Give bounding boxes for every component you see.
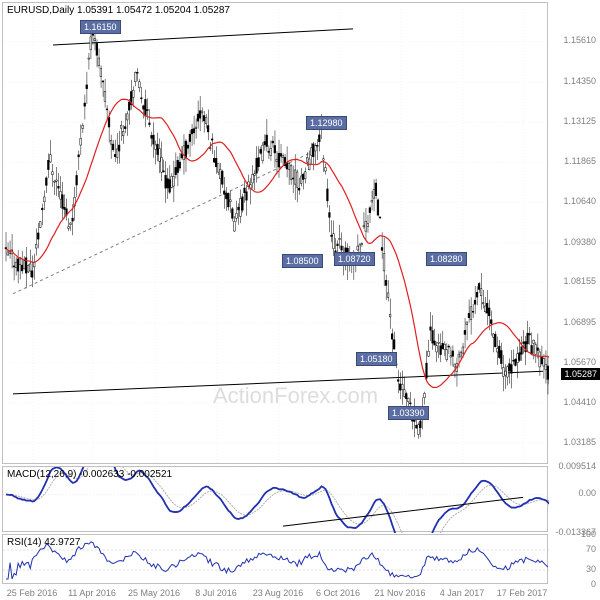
macd-y-tick: 0.00: [578, 488, 596, 498]
x-tick-label: 11 Apr 2016: [68, 588, 116, 598]
y-tick-label: 1.15610: [563, 35, 596, 45]
y-tick-label: 1.13125: [563, 116, 596, 126]
x-tick-label: 21 Nov 2016: [374, 588, 425, 598]
price-callout: 1.03390: [388, 406, 429, 420]
symbol-label: EURUSD,Daily: [7, 5, 74, 16]
macd-panel: MACD(12,26,9) -0.002633 -0.002521: [2, 466, 548, 532]
y-tick-label: 1.04410: [563, 397, 596, 407]
y-tick-label: 1.06895: [563, 317, 596, 327]
macd-y-tick: 0.009514: [558, 461, 596, 471]
y-tick-label: 1.10640: [563, 196, 596, 206]
x-tick-label: 23 Aug 2016: [253, 588, 304, 598]
y-tick-label: 1.08155: [563, 276, 596, 286]
ohlc-label: 1.05391 1.05472 1.05204 1.05287: [77, 5, 230, 16]
x-tick-label: 8 Jul 2016: [195, 588, 237, 598]
rsi-label: RSI(14) 42.9727: [7, 537, 80, 548]
macd-label: MACD(12,26,9) -0.002633 -0.002521: [7, 469, 172, 480]
price-svg: [3, 3, 549, 465]
price-callout: 1.16150: [80, 20, 121, 34]
x-tick-label: 17 Feb 2017: [497, 588, 548, 598]
rsi-y-tick: 30: [586, 564, 596, 574]
price-callout: 1.05180: [356, 352, 397, 366]
main-price-chart: EURUSD,Daily 1.05391 1.05472 1.05204 1.0…: [2, 2, 548, 464]
price-callout: 1.08280: [426, 252, 467, 266]
price-callout: 1.08500: [282, 254, 323, 268]
x-tick-label: 25 Feb 2016: [7, 588, 58, 598]
rsi-y-tick: 100: [581, 529, 596, 539]
price-callout: 1.08720: [334, 252, 375, 266]
chart-title: EURUSD,Daily 1.05391 1.05472 1.05204 1.0…: [7, 5, 230, 16]
rsi-svg: [3, 535, 549, 585]
x-tick-label: 4 Jan 2017: [440, 588, 485, 598]
y-tick-label: 1.03185: [563, 437, 596, 447]
rsi-panel: RSI(14) 42.9727: [2, 534, 548, 584]
y-tick-label: 1.14350: [563, 76, 596, 86]
y-tick-label: 1.05670: [563, 357, 596, 367]
price-callout: 1.12980: [306, 116, 347, 130]
y-tick-label: 1.11865: [564, 156, 596, 166]
y-tick-label: 1.09380: [563, 237, 596, 247]
rsi-y-tick: 0: [591, 579, 596, 589]
x-tick-label: 25 May 2016: [128, 588, 180, 598]
x-tick-label: 6 Oct 2016: [316, 588, 360, 598]
rsi-y-tick: 70: [586, 544, 596, 554]
current-price-tag: 1.05287: [561, 368, 600, 380]
